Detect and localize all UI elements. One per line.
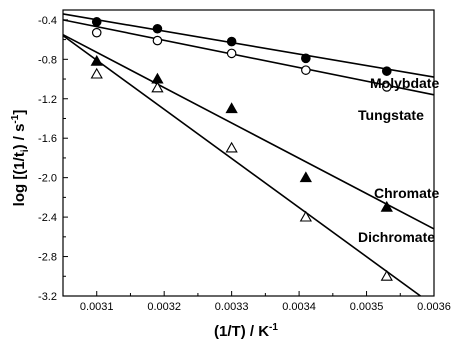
axes-layer [62, 9, 435, 297]
dichromate-point [90, 67, 103, 79]
chromate-point [380, 200, 393, 212]
x-tick-label: 0.0033 [215, 301, 249, 313]
dichromate-point [151, 81, 164, 93]
y-tick-label: -0.8 [38, 54, 57, 66]
dichromate-point [380, 269, 393, 281]
x-tick-label: 0.0035 [350, 301, 384, 313]
y-tick-label: -2.8 [38, 252, 57, 264]
data-points-layer [90, 17, 393, 281]
chromate-point [225, 102, 238, 114]
y-tick-label: -3.2 [38, 291, 57, 303]
molybdate-point [226, 36, 237, 47]
molybdate-point [381, 66, 392, 76]
y-tick-label: -2.4 [38, 212, 57, 224]
y-tick-label: -1.2 [38, 94, 57, 106]
plot-frame [62, 9, 435, 297]
chromate-label: Chromate [374, 185, 440, 201]
x-tick-label: 0.0032 [147, 301, 181, 313]
tungstate-point [91, 27, 102, 38]
dichromate-point [225, 141, 238, 153]
tungstate-label: Tungstate [358, 107, 424, 123]
tungstate-point [152, 35, 163, 46]
tungstate-point [226, 48, 237, 59]
ticks-layer: 0.0031 0.0032 0.0033 0.0034 0.0035 0.0036 -0.4… [38, 15, 451, 313]
chromate-point [151, 72, 164, 84]
tungstate-point [301, 65, 311, 75]
fit-lines-layer [62, 13, 435, 297]
x-tick-label: 0.0034 [282, 301, 316, 313]
chromate-point [299, 171, 312, 183]
series-labels-layer: Molybdate Tungstate Chromate Dichromate [358, 75, 440, 245]
y-tick-label: -1.6 [38, 133, 57, 145]
dichromate-fit-line [62, 34, 421, 297]
dichromate-point [299, 210, 312, 222]
y-axis-title: log [(1/ti) / s-1] [10, 110, 31, 207]
chromate-point [90, 54, 103, 66]
y-tick-label: -2.0 [38, 173, 57, 185]
tungstate-fit-line [62, 19, 435, 96]
molybdate-point [301, 53, 311, 64]
x-tick-label: 0.0031 [80, 301, 114, 313]
tungstate-point [381, 82, 392, 92]
molybdate-point [152, 23, 163, 34]
y-tick-label: -0.4 [38, 15, 57, 27]
x-tick-label: 0.0036 [417, 301, 451, 313]
dichromate-label: Dichromate [358, 229, 435, 245]
x-axis-title: (1/T) / K-1 [214, 322, 278, 340]
chromate-fit-line [62, 33, 435, 230]
molybdate-fit-line [62, 13, 435, 78]
molybdate-point [91, 17, 102, 27]
molybdate-label: Molybdate [370, 75, 439, 91]
